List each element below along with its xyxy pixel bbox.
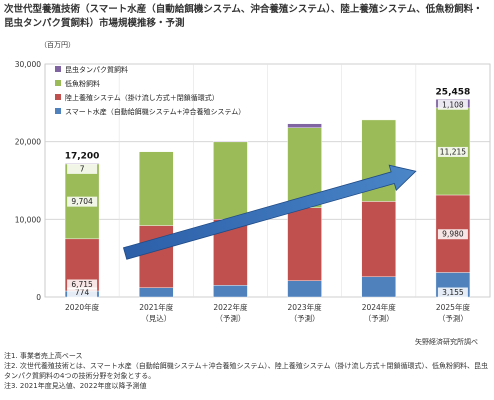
y-tick-label: 0 — [36, 293, 41, 302]
y-tick-label: 20,000 — [15, 138, 41, 147]
data-label-bg — [67, 163, 98, 174]
x-tick-label: 2025年度 — [436, 302, 471, 312]
x-tick-label: 2023年度 — [288, 302, 323, 312]
data-label: 3,155 — [442, 288, 464, 297]
data-label-bg — [437, 287, 468, 298]
legend-swatch — [55, 66, 61, 72]
bar-segment — [287, 280, 322, 298]
legend-label: スマート水産（自動給餌機システム+沖合養殖システム） — [65, 107, 245, 116]
note-2: 注2. 次世代養殖技術とは、スマート水産（自動給餌機システム＋沖合養殖システム）… — [4, 362, 489, 380]
bar-segment — [361, 201, 396, 278]
note-3: 注3. 2021年度見込値、2022年度以降予測値 — [4, 382, 147, 390]
x-tick-label: 2024年度 — [362, 302, 397, 312]
data-label: 774 — [75, 288, 90, 297]
x-tick-label: 2021年度 — [139, 302, 174, 312]
x-tick-sublabel: （予測） — [438, 313, 468, 323]
trend-arrow — [122, 164, 417, 260]
legend-label: 陸上養殖システム（掛け流し方式＋閉鎖循環式） — [65, 93, 219, 102]
bar-segment — [139, 287, 174, 298]
legend-label: 低魚粉飼料 — [65, 79, 100, 88]
data-label: 9,704 — [71, 197, 93, 206]
data-label-bg — [437, 229, 468, 240]
data-label: 1,108 — [442, 100, 464, 109]
data-label-bg — [67, 279, 98, 290]
data-label-bg — [437, 146, 468, 157]
data-label: 9,980 — [442, 230, 464, 239]
x-tick-label: 2022年度 — [213, 302, 248, 312]
legend-label: 昆虫タンパク質飼料 — [65, 65, 128, 74]
bar-segment — [139, 151, 174, 226]
bar-segment — [213, 141, 248, 143]
data-label-bg — [67, 287, 98, 298]
source-credit: 矢野経済研究所調べ — [415, 338, 478, 346]
data-label: 6,715 — [71, 280, 93, 289]
data-label: 7 — [80, 164, 85, 173]
legend-swatch — [55, 108, 61, 114]
bar-segment — [287, 123, 322, 128]
notes: 注1. 事業者売上高ベース 注2. 次世代養殖技術とは、スマート水産（自動給餌機… — [4, 351, 490, 391]
x-tick-sublabel: （予測） — [215, 313, 245, 323]
legend-swatch — [55, 80, 61, 86]
trend-arrow-shape — [122, 164, 417, 260]
legend-swatch — [55, 94, 61, 100]
total-label: 17,200 — [65, 151, 100, 161]
bar-segment — [213, 285, 248, 298]
total-label: 25,458 — [436, 87, 471, 97]
data-label: 11,215 — [440, 147, 466, 156]
data-label-bg — [67, 196, 98, 207]
note-1: 注1. 事業者売上高ベース — [4, 352, 83, 360]
bar-segment — [213, 141, 248, 220]
y-tick-label: 30,000 — [15, 60, 41, 69]
x-tick-label: 2020年度 — [65, 302, 100, 312]
x-tick-sublabel: （予測） — [290, 313, 320, 323]
y-tick-label: 10,000 — [15, 215, 41, 224]
y-axis-unit: （百万円） — [40, 41, 75, 49]
bar-segment — [361, 276, 396, 298]
x-tick-sublabel: （予測） — [364, 313, 394, 323]
data-label-bg — [437, 99, 468, 110]
x-tick-sublabel: （見込） — [141, 314, 171, 323]
bar-segment — [287, 207, 322, 281]
chart-title: 次世代型養殖技術（スマート水産（自動給餌機システム、沖合養殖システム）、陸上養殖… — [4, 4, 483, 29]
